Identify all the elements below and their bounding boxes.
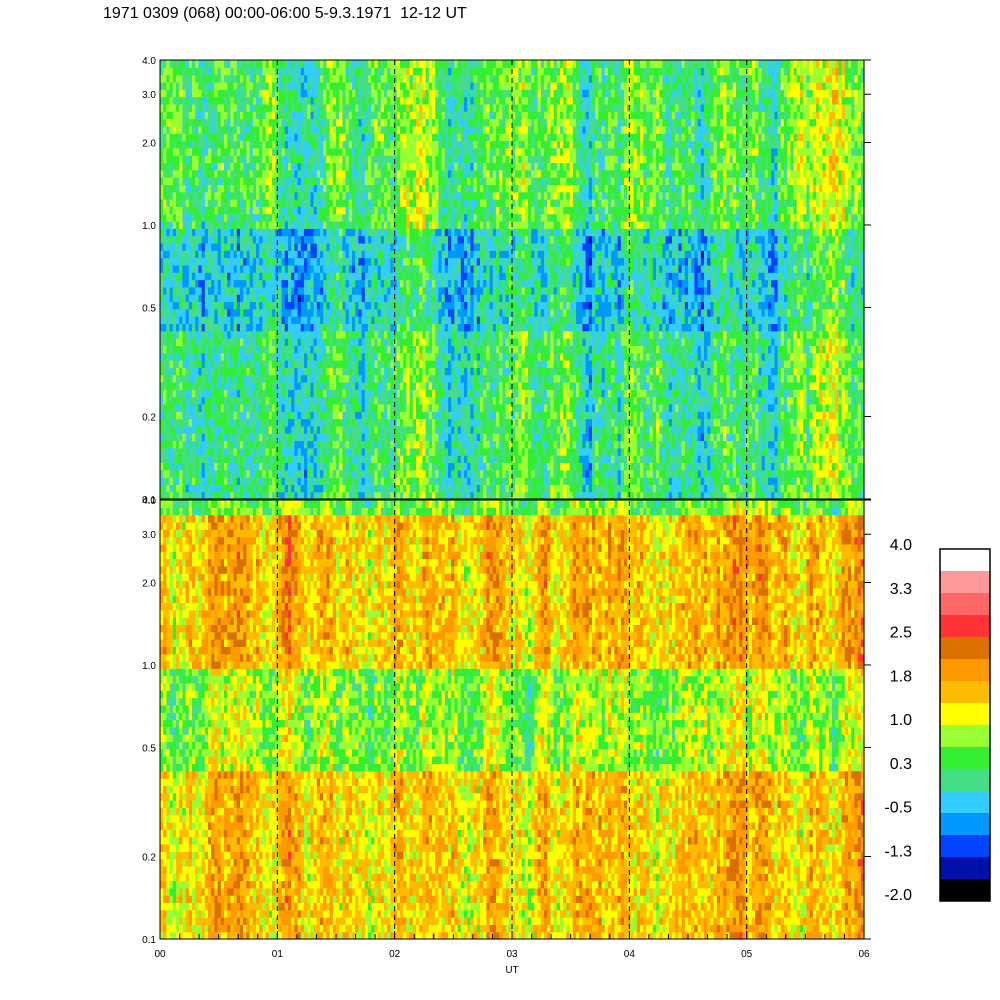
spectrogram-chart: 4.03.02.01.00.50.20.14.03.02.01.00.50.20… [0,0,1000,1000]
